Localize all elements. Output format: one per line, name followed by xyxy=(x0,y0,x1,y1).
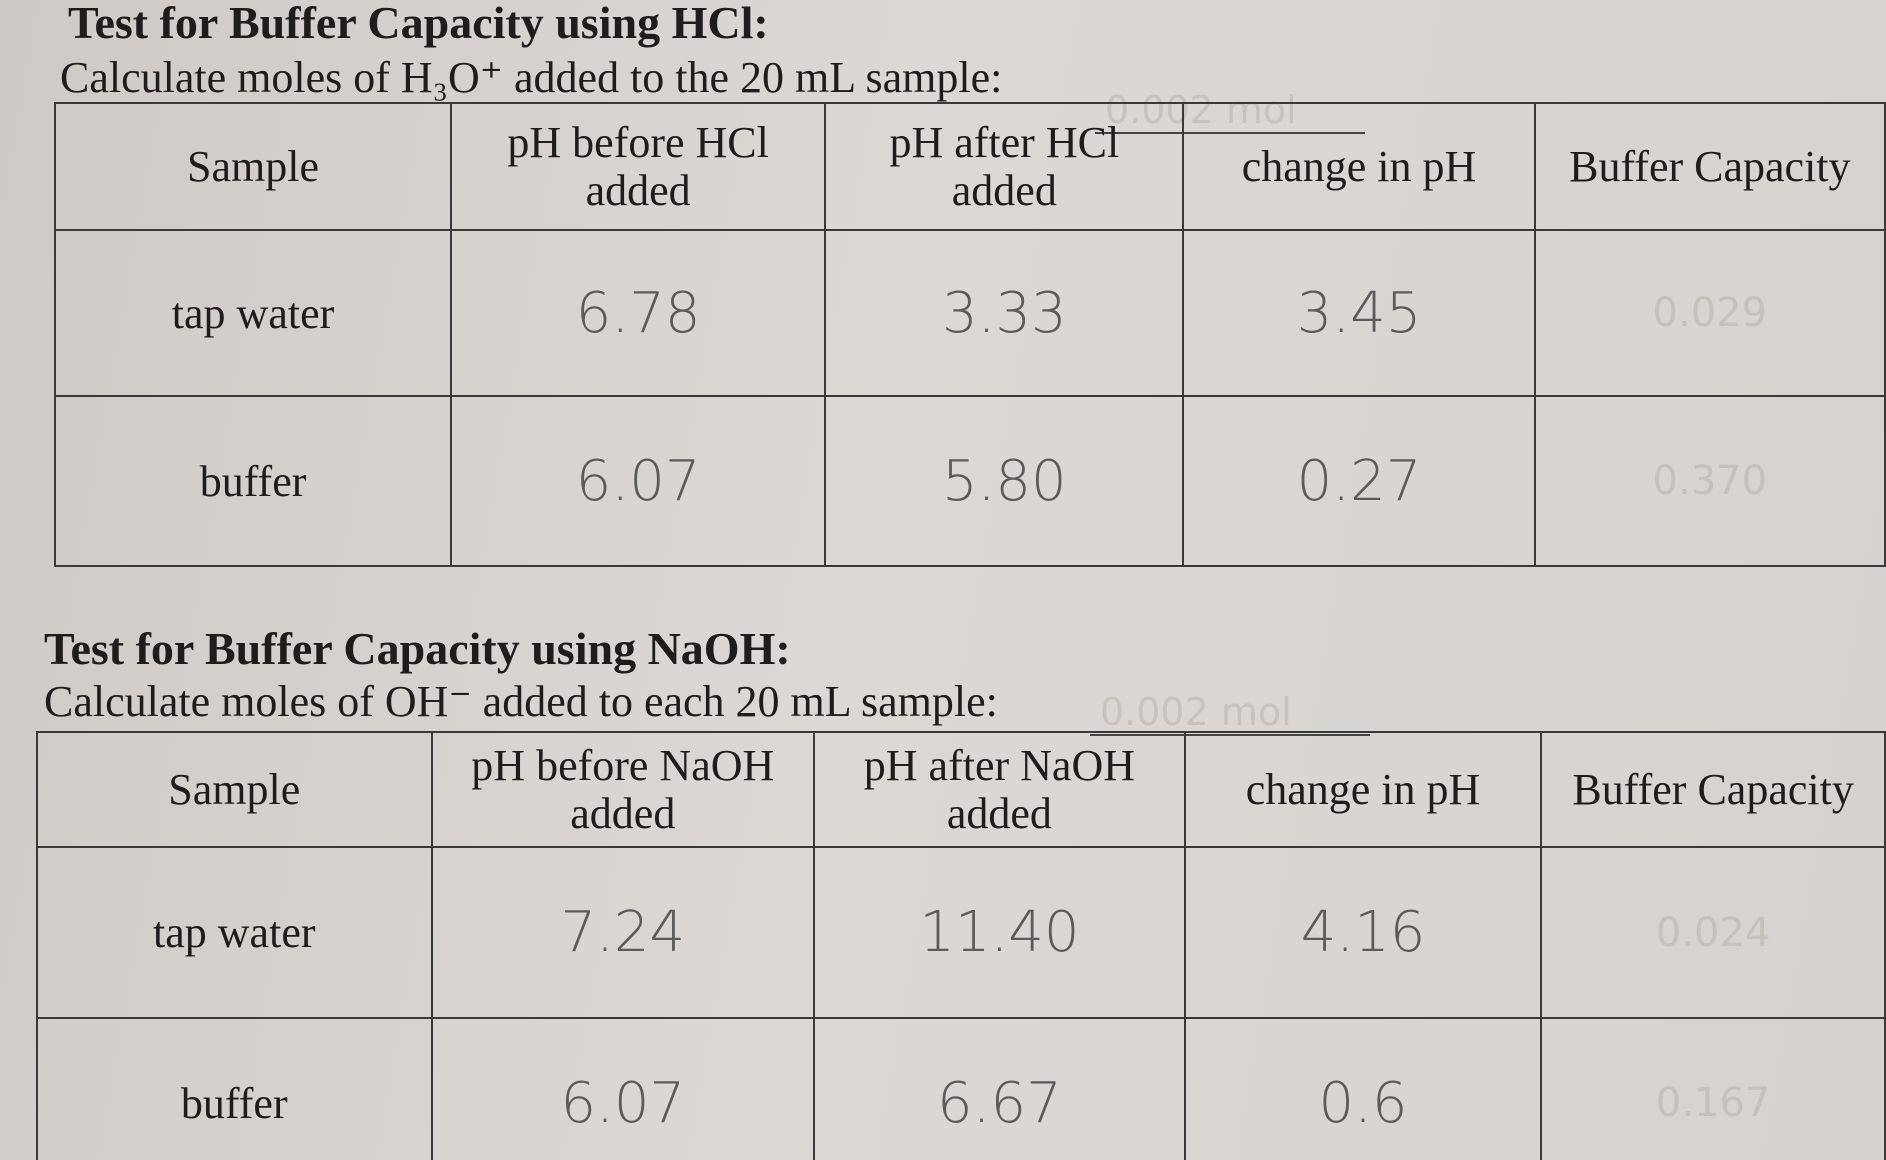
value-cell: 0.024 xyxy=(1540,846,1886,1019)
value-cell: 0.6 xyxy=(1183,1017,1543,1160)
section-prompt: Calculate moles of H₃O⁺ added to the 20 … xyxy=(60,53,1003,102)
sample-label: buffer xyxy=(53,395,453,567)
value-cell: 11.40 xyxy=(813,846,1186,1019)
header-cell: pH before HCl added xyxy=(450,102,827,231)
value-cell: 5.80 xyxy=(824,395,1185,567)
data-row: buffer 6.07 5.80 0.27 0.370 xyxy=(53,395,1886,567)
header-cell: Buffer Capacity xyxy=(1533,102,1886,231)
value-cell: 6.07 xyxy=(430,1017,816,1160)
section-prompt: Calculate moles of OH⁻ added to each 20 … xyxy=(44,677,998,726)
value-cell: 3.45 xyxy=(1182,229,1536,397)
value-cell: 6.78 xyxy=(450,229,827,397)
value-cell: 4.16 xyxy=(1183,846,1543,1019)
value-cell: 0.370 xyxy=(1533,395,1886,567)
value-cell: 0.27 xyxy=(1182,395,1536,567)
handwritten-answer: 0.002 mol xyxy=(1090,690,1370,736)
header-cell: pH after HCl added xyxy=(824,102,1185,231)
header-cell: Sample xyxy=(36,731,433,848)
value-cell: 3.33 xyxy=(824,229,1185,397)
section-title: Test for Buffer Capacity using NaOH: xyxy=(44,623,791,674)
data-row: tap water 7.24 11.40 4.16 0.024 xyxy=(36,846,1886,1019)
header-cell: change in pH xyxy=(1182,102,1536,231)
header-cell: Sample xyxy=(53,102,453,231)
sample-label: tap water xyxy=(36,846,433,1019)
sample-label: tap water xyxy=(53,229,453,397)
value-cell: 6.07 xyxy=(450,395,827,567)
header-row: Sample pH before NaOH added pH after NaOH … xyxy=(36,731,1886,848)
data-table: Sample pH before NaOH added pH after NaOH … xyxy=(36,731,1886,1160)
header-cell: change in pH xyxy=(1183,731,1543,848)
sample-label: buffer xyxy=(36,1017,433,1160)
header-cell: pH before NaOH added xyxy=(430,731,816,848)
header-cell: pH after NaOH added xyxy=(813,731,1186,848)
header-cell: Buffer Capacity xyxy=(1540,731,1886,848)
value-cell: 0.029 xyxy=(1533,229,1886,397)
value-cell: 7.24 xyxy=(430,846,816,1019)
data-row: tap water 6.78 3.33 3.45 0.029 xyxy=(53,229,1886,397)
header-row: Sample pH before HCl added pH after HCl ad… xyxy=(53,102,1886,231)
value-cell: 6.67 xyxy=(813,1017,1186,1160)
value-cell: 0.167 xyxy=(1540,1017,1886,1160)
data-row: buffer 6.07 6.67 0.6 0.167 xyxy=(36,1017,1886,1160)
data-table: Sample pH before HCl added pH after HCl ad… xyxy=(53,102,1886,567)
section-title: Test for Buffer Capacity using HCl: xyxy=(68,0,769,48)
